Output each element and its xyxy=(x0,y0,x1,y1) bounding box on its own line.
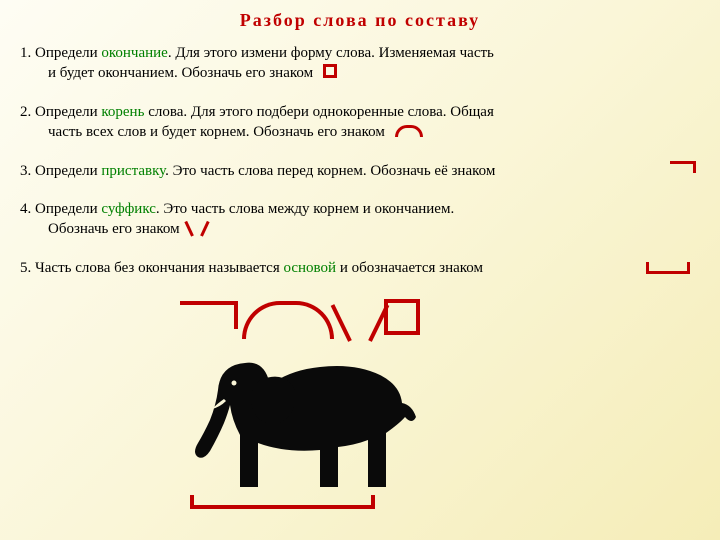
highlight-word: окончание xyxy=(101,45,167,61)
list-item: 1. Определи окончание. Для этого измени … xyxy=(20,43,700,84)
item-body: Определи окончание. Для этого измени фор… xyxy=(35,45,494,61)
item-num: 3. xyxy=(20,163,31,179)
list-item: 5. Часть слова без окончания называется … xyxy=(20,258,700,278)
arc-icon xyxy=(242,301,334,339)
item-cont: часть всех слов и будет корнем. Обозначь… xyxy=(20,122,700,143)
item-body: Определи суффикс. Это часть слова между … xyxy=(35,201,454,217)
item-num: 2. xyxy=(20,104,31,120)
item-body: Определи корень слова. Для этого подбери… xyxy=(35,104,494,120)
highlight-word: корень xyxy=(101,104,144,120)
prefix-icon xyxy=(180,301,238,329)
box-icon xyxy=(384,299,420,335)
content: 1. Определи окончание. Для этого измени … xyxy=(0,31,720,278)
item-num: 5. xyxy=(20,260,31,276)
highlight-word: основой xyxy=(284,260,337,276)
prefix-icon xyxy=(670,161,700,181)
caret-icon xyxy=(340,301,380,339)
item-cont: Обозначь его знаком xyxy=(20,219,700,240)
list-item: 4. Определи суффикс. Это часть слова меж… xyxy=(20,199,700,240)
word-diagram xyxy=(150,295,530,535)
box-icon xyxy=(323,64,337,84)
item-num: 1. xyxy=(20,45,31,61)
item-num: 4. xyxy=(20,201,31,217)
arc-icon xyxy=(395,123,423,143)
item-body: Часть слова без окончания называется осн… xyxy=(35,260,483,276)
item-body: Определи приставку. Это часть слова пере… xyxy=(35,163,495,179)
item-cont: и будет окончанием. Обозначь его знаком xyxy=(20,63,700,84)
list-item: 3. Определи приставку. Это часть слова п… xyxy=(20,161,700,181)
base-bracket-icon xyxy=(190,495,375,509)
caret-icon xyxy=(189,220,205,240)
highlight-word: суффикс xyxy=(101,201,156,217)
highlight-word: приставку xyxy=(101,163,165,179)
elephant-icon xyxy=(190,345,430,505)
base-icon xyxy=(646,260,690,280)
list-item: 2. Определи корень слова. Для этого подб… xyxy=(20,102,700,143)
page-title: Разбор слова по составу xyxy=(0,0,720,31)
